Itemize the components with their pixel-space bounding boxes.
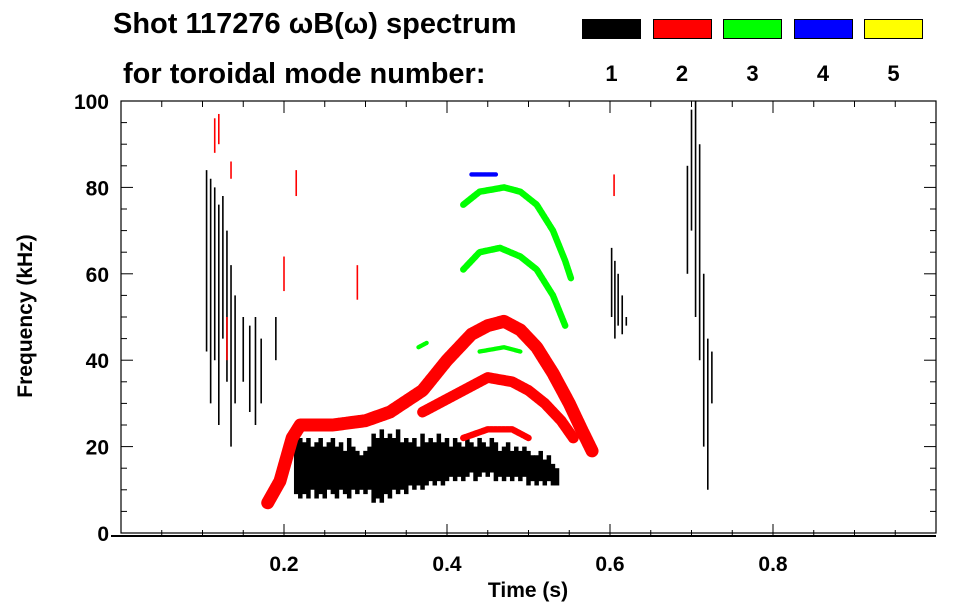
y-tick-label: 0 [97,523,109,546]
x-axis-label: Time (s) [488,579,568,602]
spectrogram-marks [205,101,713,510]
y-tick-label: 20 [86,437,109,460]
y-tick-label: 80 [86,177,109,200]
axes: 0.2 0.4 0.6 0.8 0 20 40 60 80 100 [74,91,937,576]
mode-3-track [460,244,569,329]
legend-swatch-mode-3 [723,19,782,39]
legend-label: 2 [675,61,689,86]
chart-title: Shot 117276 ωB(ω) spectrum [113,8,517,40]
mode-3-track [460,184,575,282]
legend-label: 1 [605,61,618,86]
x-tick-label: 0.2 [269,553,298,576]
mode-3-track [416,340,429,350]
mode-3-track [477,345,523,354]
x-tick-label: 0.4 [432,553,462,576]
legend-label: 5 [887,61,900,86]
x-tick-label: 0.8 [758,553,788,576]
legend-label: 4 [816,61,830,86]
y-tick-label: 40 [86,350,109,373]
mode-2-track [261,314,599,510]
legend-label: 3 [746,61,759,86]
chart-subtitle: for toroidal mode number: [123,58,486,90]
y-axis-label: Frequency (kHz) [14,234,37,397]
y-tick-label: 100 [74,91,109,114]
mode-2-track [417,372,579,444]
x-tick-label: 0.6 [595,553,624,576]
legend-swatch-mode-5 [864,19,923,39]
legend-swatch-mode-1 [582,19,641,39]
legend-swatch-mode-2 [652,19,712,39]
legend-swatch-mode-4 [793,19,853,39]
mode-2-track [460,426,532,442]
y-tick-label: 60 [86,264,109,287]
